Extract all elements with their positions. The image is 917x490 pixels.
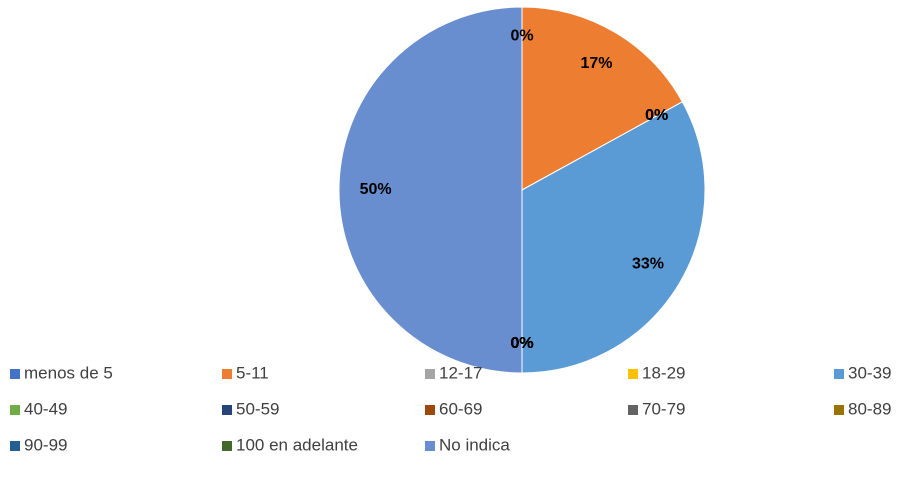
pie-slice [521,101,706,374]
data-label: 0% [510,335,533,352]
data-label: 0% [510,27,533,44]
legend-label: 100 en adelante [236,435,358,454]
pie-slice [521,6,684,191]
data-label: 0% [645,107,668,124]
data-label: 0% [510,335,533,352]
pie-slice [338,6,523,374]
legend-label: No indica [439,435,510,454]
data-label: 0% [510,335,533,352]
legend-label: 30-39 [848,363,891,382]
legend-swatch [425,405,435,415]
data-label: 0% [645,107,668,124]
legend-swatch [10,405,20,415]
data-label: 0% [510,335,533,352]
legend-label: 5-11 [236,363,269,382]
legend-label: 90-99 [24,435,67,454]
legend-label: 60-69 [439,399,482,418]
legend-swatch [425,369,435,379]
legend-label: 18-29 [642,363,685,382]
legend-swatch [10,369,20,379]
data-label: 0% [510,335,533,352]
legend-swatch [222,441,232,451]
legend-swatch [834,369,844,379]
legend-swatch [222,369,232,379]
legend-swatch [834,405,844,415]
legend-swatch [222,405,232,415]
data-label: 17% [581,55,613,72]
data-label: 0% [510,335,533,352]
legend-swatch [10,441,20,451]
legend-label: 80-89 [848,399,891,418]
data-label: 50% [360,181,392,198]
legend-swatch [425,441,435,451]
legend-label: 12-17 [439,363,482,382]
legend-label: 40-49 [24,399,67,418]
legend-swatch [628,369,638,379]
legend-label: menos de 5 [24,363,113,382]
data-label: 33% [632,256,664,273]
legend-label: 50-59 [236,399,279,418]
legend-swatch [628,405,638,415]
legend-label: 70-79 [642,399,685,418]
data-label: 0% [510,335,533,352]
